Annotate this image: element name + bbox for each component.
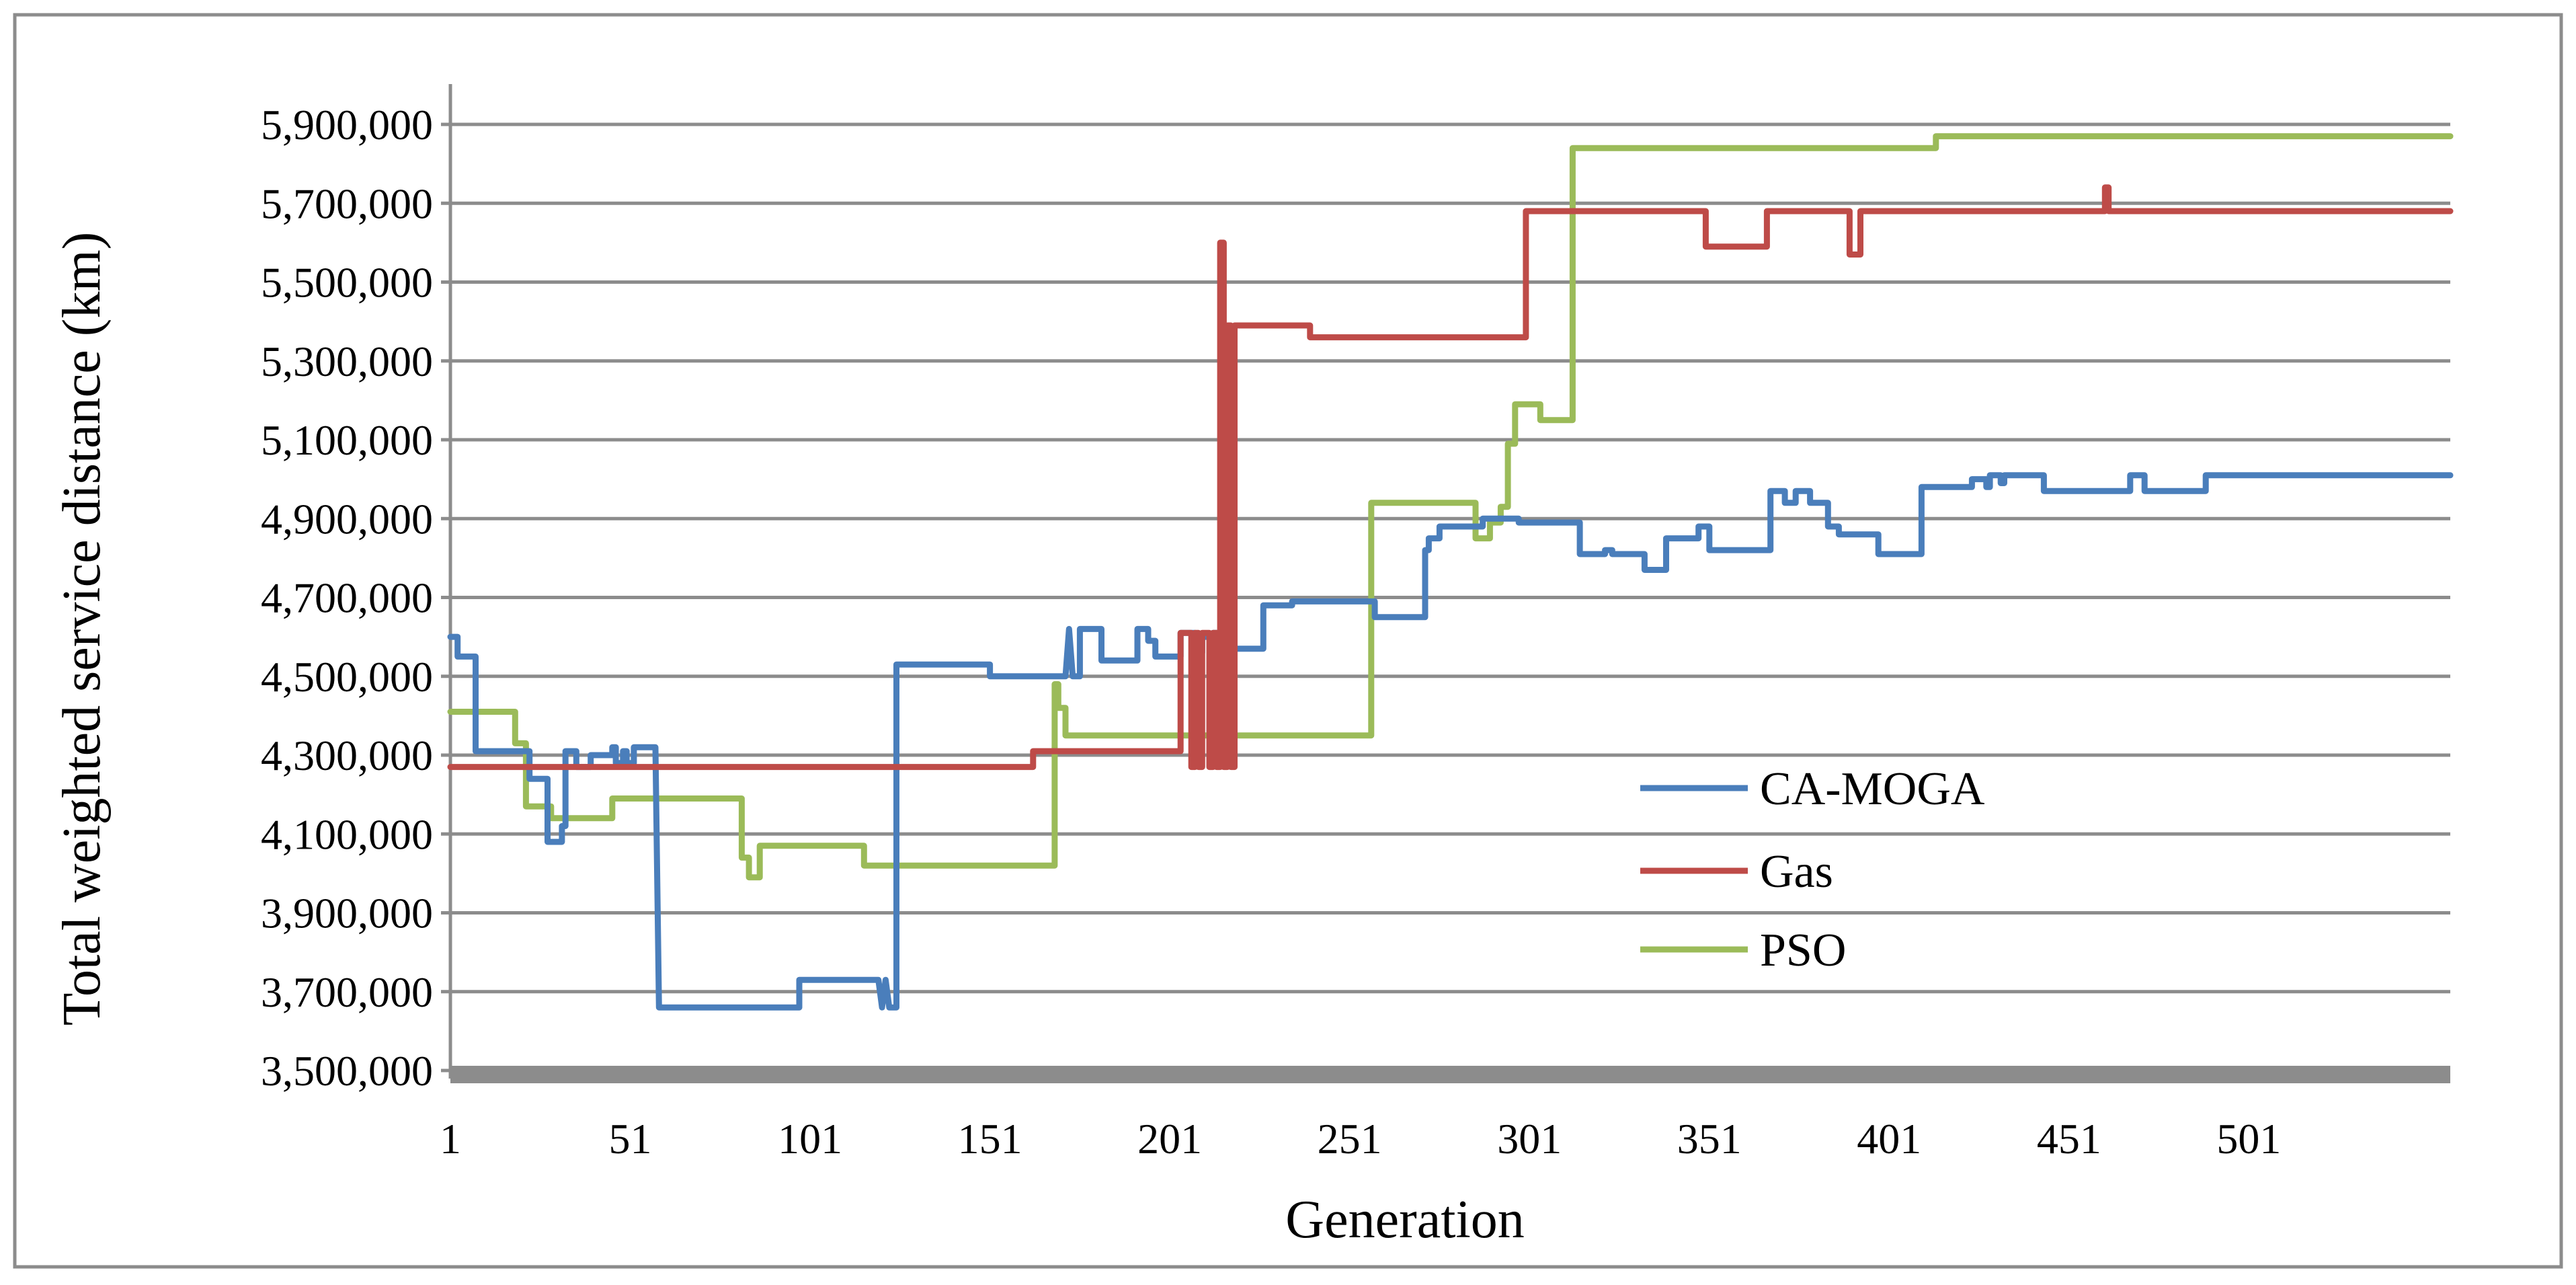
x-tick-label-5: 251 <box>1318 1115 1382 1163</box>
y-tick-label-4: 4,300,000 <box>261 732 433 779</box>
y-tick-label-11: 5,700,000 <box>261 180 433 227</box>
axes <box>441 84 2450 1083</box>
y-tick-label-12: 5,900,000 <box>261 101 433 149</box>
x-tick-label-3: 151 <box>958 1115 1022 1163</box>
x-tick-label-8: 401 <box>1857 1115 1921 1163</box>
y-tick-label-3: 4,100,000 <box>261 810 433 858</box>
x-tick-label-6: 301 <box>1497 1115 1562 1163</box>
series-group <box>447 133 2454 1011</box>
legend: CA-MOGA Gas PSO <box>1640 763 1985 976</box>
x-tick-label-9: 451 <box>2037 1115 2101 1163</box>
x-tick-label-2: 101 <box>778 1115 842 1163</box>
series-line-pso <box>447 133 2454 881</box>
y-tick-label-9: 5,300,000 <box>261 338 433 385</box>
x-tick-label-10: 501 <box>2216 1115 2281 1163</box>
x-tick-label-7: 351 <box>1677 1115 1742 1163</box>
y-tick-label-8: 5,100,000 <box>261 416 433 464</box>
chart-frame <box>13 13 2563 1269</box>
y-tick-label-5: 4,500,000 <box>261 653 433 701</box>
legend-label-pso: PSO <box>1760 925 1846 976</box>
x-axis-line <box>450 1066 2450 1083</box>
y-axis-title: Total weighted service distance (km) <box>52 232 112 1026</box>
x-axis-title: Generation <box>1285 1190 1524 1249</box>
legend-label-gas: Gas <box>1760 846 1833 898</box>
y-tick-label-0: 3,500,000 <box>261 1047 433 1095</box>
x-tick-labels: 1 51 101 151 201 251 301 351 401 451 501 <box>440 1115 2281 1163</box>
y-tick-label-1: 3,700,000 <box>261 968 433 1016</box>
y-tick-label-7: 4,900,000 <box>261 495 433 543</box>
y-tick-label-6: 4,700,000 <box>261 574 433 622</box>
y-tick-label-2: 3,900,000 <box>261 890 433 937</box>
y-tick-labels: 3,500,000 3,700,000 3,900,000 4,100,000 4,30… <box>261 101 433 1095</box>
gridlines <box>450 122 2450 994</box>
legend-label-ca-moga: CA-MOGA <box>1760 763 1985 815</box>
x-tick-label-1: 51 <box>609 1115 652 1163</box>
y-tick-label-10: 5,500,000 <box>261 259 433 307</box>
series-line-gas <box>447 184 2454 771</box>
x-tick-label-4: 201 <box>1137 1115 1202 1163</box>
x-tick-label-0: 1 <box>440 1115 461 1163</box>
